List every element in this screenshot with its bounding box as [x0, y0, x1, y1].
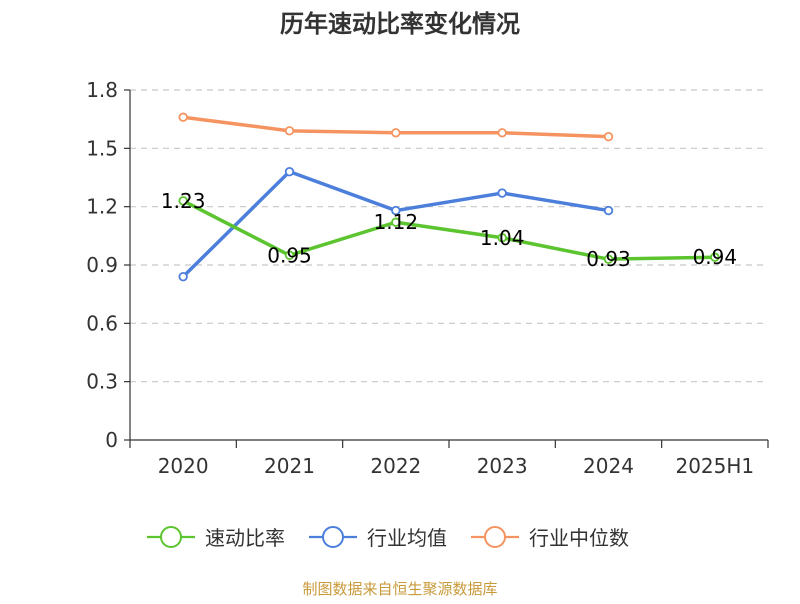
- data-point: [710, 252, 720, 262]
- legend: 速动比率 行业均值 行业中位数: [147, 526, 629, 550]
- y-tick-label: 0.6: [86, 311, 118, 335]
- data-point: [603, 131, 614, 142]
- data-label: 1.04: [480, 226, 525, 250]
- legend-marker-icon: [322, 526, 344, 548]
- legend-item-2: 行业中位数: [471, 526, 629, 550]
- x-tick-label: 2021: [264, 454, 315, 478]
- data-label: 0.93: [586, 247, 631, 271]
- data-point: [284, 166, 295, 177]
- data-point: [178, 196, 188, 206]
- series-layer: [178, 112, 720, 282]
- series-1: [178, 166, 614, 282]
- data-point: [603, 254, 614, 264]
- legend-label: 行业均值: [367, 526, 447, 550]
- data-point: [284, 250, 295, 260]
- legend-item-1: 行业均值: [309, 526, 447, 550]
- legend-marker-icon: [160, 526, 182, 548]
- data-label: 0.94: [693, 245, 738, 269]
- x-tick-label: 2022: [370, 454, 421, 478]
- legend-item-0: 速动比率: [147, 526, 285, 550]
- data-label: 0.95: [267, 243, 312, 267]
- source-note: 制图数据来自恒生聚源数据库: [302, 580, 497, 598]
- data-point: [391, 205, 401, 216]
- data-label: 1.12: [374, 210, 419, 234]
- axis-layer: 0 0.3 0.6 0.9 1.2 1.5 1.8 2020 2021 2022 2023 2024 2…: [86, 78, 769, 478]
- series-line: [182, 199, 715, 261]
- x-tick-label: 2020: [158, 454, 209, 478]
- legend-label: 行业中位数: [529, 526, 629, 550]
- y-tick-label: 1.8: [86, 78, 118, 102]
- data-point: [178, 271, 188, 282]
- y-tick-label: 1.5: [86, 136, 118, 160]
- y-tick-label: 1.2: [86, 195, 118, 219]
- data-point: [178, 112, 188, 122]
- legend-marker-icon: [484, 526, 506, 548]
- series-2: [178, 112, 614, 142]
- data-label: 1.23: [161, 189, 206, 213]
- legend-label: 速动比率: [205, 526, 285, 550]
- data-label-layer: 1.23 0.95 1.12 1.04 0.93 0.94: [161, 189, 737, 271]
- data-point: [391, 128, 401, 138]
- data-point: [497, 233, 507, 243]
- x-tick-label: 2024: [583, 454, 634, 478]
- y-tick-label: 0.9: [86, 253, 118, 277]
- data-point: [603, 205, 614, 216]
- data-point: [497, 128, 507, 138]
- data-point: [497, 188, 507, 198]
- chart-title: 历年速动比率变化情况: [280, 10, 520, 38]
- x-tick-label: 2023: [477, 454, 528, 478]
- series-0: [178, 196, 720, 264]
- data-point: [284, 126, 295, 136]
- grid-layer: [130, 89, 768, 383]
- y-tick-label: 0: [105, 428, 118, 452]
- x-tick-label: 2025H1: [675, 454, 754, 478]
- y-tick-label: 0.3: [86, 370, 118, 394]
- data-point: [391, 217, 401, 227]
